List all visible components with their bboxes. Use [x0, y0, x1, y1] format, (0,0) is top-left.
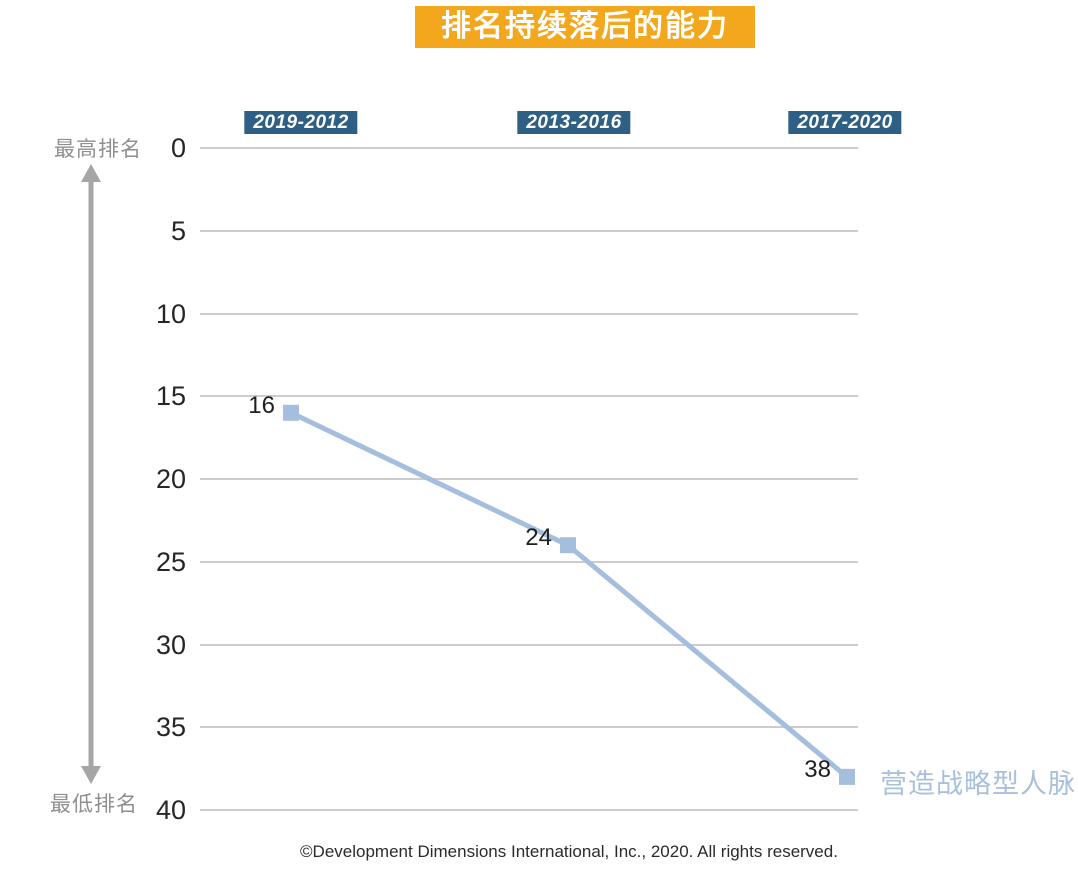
- y-tick-label-15: 15: [155, 381, 186, 412]
- copyright-footer: ©Development Dimensions International, I…: [300, 842, 838, 861]
- y-tick-label-35: 35: [155, 712, 186, 743]
- period-label-2: 2013-2016: [517, 111, 631, 134]
- period-label-1: 2019-2012: [244, 111, 358, 134]
- rank-range-arrow-icon: [81, 164, 101, 784]
- chart-title: 排名持续落后的能力: [415, 6, 755, 48]
- y-tick-label-30: 30: [155, 629, 186, 660]
- y-tick-label-20: 20: [155, 464, 186, 494]
- data-label-2013-2016: 24: [525, 524, 552, 552]
- gridline-y-40: [200, 809, 858, 811]
- y-tick-label-5: 5: [170, 215, 186, 246]
- y-tick-label-0: 0: [170, 133, 186, 163]
- gridline-y-20: [200, 478, 858, 480]
- data-point-marker-2013-2016: [560, 537, 576, 554]
- gridline-y-30: [200, 643, 858, 646]
- series-legend-label: 营造战略型人脉: [880, 769, 1076, 799]
- gridline-y-15: [200, 395, 858, 398]
- y-axis-top-label: 最高排名: [54, 138, 142, 161]
- series-line: [289, 410, 849, 779]
- gridline-y-5: [200, 229, 858, 232]
- y-axis-bottom-label: 最低排名: [50, 793, 138, 816]
- gridline-y-0: [200, 147, 858, 149]
- gridline-y-35: [200, 726, 858, 729]
- data-point-marker-2019-2012: [283, 404, 299, 421]
- y-tick-label-40: 40: [155, 795, 186, 825]
- gridline-y-10: [200, 312, 858, 315]
- period-label-3: 2017-2020: [788, 111, 902, 134]
- data-label-2017-2020: 38: [804, 755, 831, 783]
- data-point-marker-2017-2020: [839, 768, 855, 785]
- y-tick-label-10: 10: [155, 298, 186, 329]
- data-label-2019-2012: 16: [248, 391, 275, 419]
- y-tick-label-25: 25: [155, 546, 186, 577]
- gridline-y-25: [200, 560, 858, 563]
